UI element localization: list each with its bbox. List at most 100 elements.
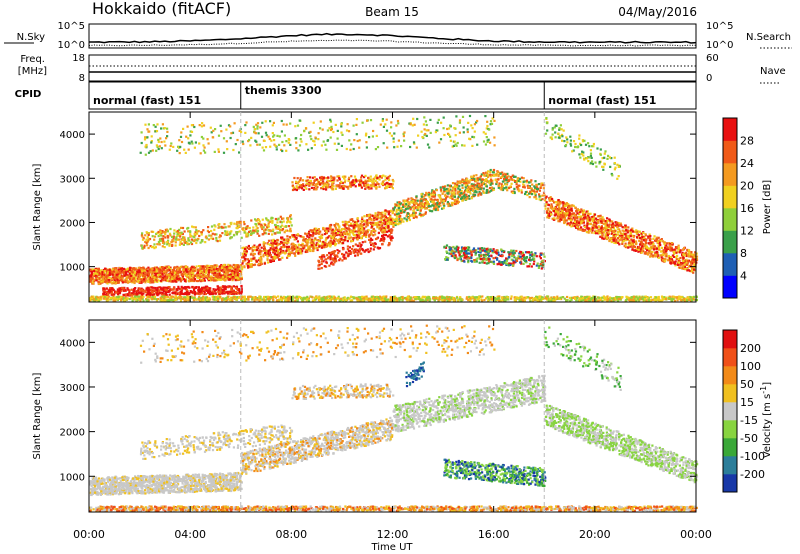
heatmap-cell — [186, 242, 189, 245]
heatmap-cell — [182, 268, 185, 271]
nsky-tick-lo: 10^0 — [58, 40, 85, 51]
heatmap-cell — [474, 193, 477, 196]
heatmap-cell — [240, 287, 243, 290]
heatmap-cell — [506, 189, 509, 192]
heatmap-cell — [181, 238, 184, 241]
heatmap-cell — [110, 287, 113, 290]
heatmap-cell — [149, 278, 152, 281]
heatmap-cell — [275, 253, 278, 257]
heatmap-cell — [385, 185, 388, 188]
heatmap-cell — [134, 280, 137, 283]
heatmap-cell — [610, 232, 614, 235]
heatmap-cell — [370, 187, 373, 190]
heatmap-cell — [306, 250, 309, 253]
heatmap-cell — [382, 222, 385, 225]
heatmap-cell — [442, 199, 445, 203]
heatmap-cell — [371, 242, 374, 245]
heatmap-cell — [322, 187, 325, 191]
heatmap-cell — [504, 173, 508, 176]
cpid-segment-label: normal (fast) 151 — [548, 94, 656, 107]
heatmap-cell — [361, 231, 364, 234]
heatmap-cell — [325, 227, 329, 230]
heatmap-cell — [123, 279, 126, 282]
heatmap-cell — [149, 286, 152, 289]
heatmap-cell — [208, 271, 211, 274]
heatmap-cell — [161, 241, 165, 244]
heatmap-cell — [287, 254, 290, 258]
heatmap-cell — [315, 242, 318, 245]
heatmap-cell — [414, 206, 417, 209]
heatmap-cell — [267, 243, 270, 246]
heatmap-cell — [363, 176, 366, 179]
heatmap-cell — [155, 266, 158, 269]
heatmap-cell — [206, 287, 209, 290]
heatmap-cell — [431, 189, 434, 192]
heatmap-cell — [106, 290, 109, 294]
heatmap-cell — [409, 206, 412, 209]
heatmap-cell — [304, 232, 307, 235]
heatmap-cell — [250, 258, 253, 261]
heatmap-cell — [459, 180, 462, 183]
heatmap-cell — [440, 200, 443, 203]
heatmap-cell — [651, 250, 654, 254]
heatmap-cell — [471, 184, 474, 187]
heatmap-cell — [338, 186, 341, 189]
heatmap-cell — [281, 251, 284, 254]
heatmap-cell — [374, 242, 377, 246]
heatmap-cell — [327, 244, 330, 247]
heatmap-cell — [339, 257, 342, 260]
heatmap-cell — [412, 213, 416, 216]
heatmap-cell — [489, 183, 492, 186]
heatmap-cell — [468, 190, 471, 193]
heatmap-cell — [533, 192, 536, 195]
heatmap-cell — [689, 255, 692, 258]
heatmap-cell — [318, 267, 321, 270]
heatmap-cell — [245, 246, 249, 249]
heatmap-cell — [404, 205, 407, 208]
heatmap-cell — [325, 232, 328, 235]
heatmap-cell — [148, 269, 151, 272]
heatmap-cell — [329, 224, 332, 227]
heatmap-cell — [232, 291, 235, 294]
heatmap-cell — [137, 271, 140, 274]
heatmap-cell — [297, 180, 301, 183]
heatmap-cell — [218, 272, 221, 275]
heatmap-cell — [384, 178, 387, 181]
heatmap-cell — [331, 237, 335, 240]
heatmap-cell — [153, 243, 156, 246]
heatmap-cell — [256, 245, 259, 248]
heatmap-cell — [168, 272, 171, 275]
heatmap-cell — [160, 293, 163, 296]
heatmap-cell — [219, 288, 223, 291]
heatmap-cell — [265, 249, 268, 252]
heatmap-cell — [355, 233, 358, 236]
heatmap-cell — [392, 218, 395, 221]
heatmap-cell — [497, 170, 500, 173]
heatmap-cell — [185, 286, 188, 289]
heatmap-cell — [277, 227, 280, 230]
heatmap-cell — [236, 274, 239, 277]
nsearch-tick-lo: 10^0 — [706, 40, 733, 51]
heatmap-cell — [119, 271, 122, 274]
heatmap-cell — [231, 269, 234, 272]
heatmap-cell — [444, 197, 448, 200]
heatmap-cell — [232, 263, 235, 267]
heatmap-cell — [152, 230, 155, 233]
heatmap-cell — [176, 271, 180, 274]
heatmap-cell — [175, 236, 178, 239]
heatmap-cell — [91, 276, 94, 279]
heatmap-cell — [188, 274, 192, 277]
heatmap-cell — [108, 276, 111, 279]
heatmap-cell — [296, 246, 299, 249]
heatmap-cell — [246, 225, 249, 228]
heatmap-cell — [374, 237, 378, 241]
heatmap-cell — [389, 215, 392, 218]
heatmap-cell — [334, 244, 337, 247]
heatmap-cell — [214, 225, 217, 228]
heatmap-cell — [212, 266, 216, 269]
heatmap-cell — [162, 235, 165, 238]
heatmap-cell — [324, 182, 327, 185]
heatmap-cell — [264, 232, 267, 235]
heatmap-cell — [329, 251, 332, 254]
heatmap-cell — [158, 289, 161, 292]
